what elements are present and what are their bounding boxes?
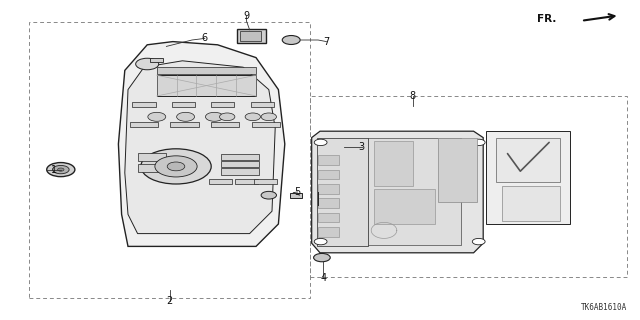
Circle shape (205, 112, 223, 121)
Circle shape (472, 238, 485, 245)
Polygon shape (221, 168, 259, 175)
Polygon shape (125, 61, 275, 234)
Circle shape (177, 112, 195, 121)
Circle shape (282, 36, 300, 44)
Polygon shape (138, 164, 166, 172)
Polygon shape (318, 155, 339, 165)
Polygon shape (235, 179, 258, 184)
Circle shape (52, 165, 69, 174)
Text: 9: 9 (243, 11, 250, 21)
Circle shape (47, 163, 75, 177)
Text: 7: 7 (323, 36, 330, 47)
Polygon shape (240, 31, 261, 41)
Polygon shape (318, 184, 339, 194)
Polygon shape (211, 122, 239, 127)
Polygon shape (254, 179, 277, 184)
Circle shape (314, 238, 327, 245)
Text: 3: 3 (358, 142, 365, 152)
Text: TK6AB1610A: TK6AB1610A (581, 303, 627, 312)
Polygon shape (318, 213, 339, 222)
Polygon shape (496, 138, 560, 182)
Polygon shape (221, 154, 259, 160)
Polygon shape (130, 122, 158, 127)
Text: 2: 2 (166, 296, 173, 306)
Polygon shape (138, 153, 166, 161)
Polygon shape (318, 227, 339, 237)
Circle shape (155, 156, 197, 177)
Polygon shape (118, 42, 285, 246)
Circle shape (472, 139, 485, 146)
Polygon shape (312, 131, 483, 253)
Polygon shape (157, 75, 256, 96)
Polygon shape (374, 189, 435, 224)
Polygon shape (374, 141, 413, 186)
Polygon shape (150, 58, 163, 62)
Polygon shape (252, 122, 280, 127)
Polygon shape (132, 102, 156, 107)
Circle shape (148, 112, 166, 121)
Circle shape (220, 113, 235, 121)
Circle shape (314, 253, 330, 262)
Polygon shape (368, 138, 461, 245)
Text: 5: 5 (294, 187, 301, 197)
Circle shape (167, 162, 185, 171)
Polygon shape (486, 131, 570, 224)
Text: 4: 4 (320, 273, 326, 284)
Polygon shape (317, 138, 368, 246)
Text: FR.: FR. (538, 14, 557, 24)
Polygon shape (209, 179, 232, 184)
Circle shape (58, 168, 64, 171)
Circle shape (136, 58, 159, 70)
Polygon shape (221, 161, 259, 167)
Polygon shape (318, 170, 339, 179)
Polygon shape (237, 29, 266, 43)
Text: 8: 8 (410, 91, 416, 101)
Polygon shape (502, 186, 560, 221)
Polygon shape (318, 198, 339, 208)
Circle shape (261, 113, 276, 121)
Polygon shape (251, 102, 274, 107)
Text: 6: 6 (202, 33, 208, 44)
Circle shape (261, 191, 276, 199)
Polygon shape (211, 102, 234, 107)
Circle shape (245, 113, 260, 121)
Polygon shape (157, 67, 256, 74)
Circle shape (314, 139, 327, 146)
Circle shape (141, 149, 211, 184)
Polygon shape (170, 122, 198, 127)
Text: 1: 1 (51, 164, 58, 175)
Polygon shape (290, 193, 302, 198)
Polygon shape (172, 102, 195, 107)
Polygon shape (438, 138, 477, 202)
